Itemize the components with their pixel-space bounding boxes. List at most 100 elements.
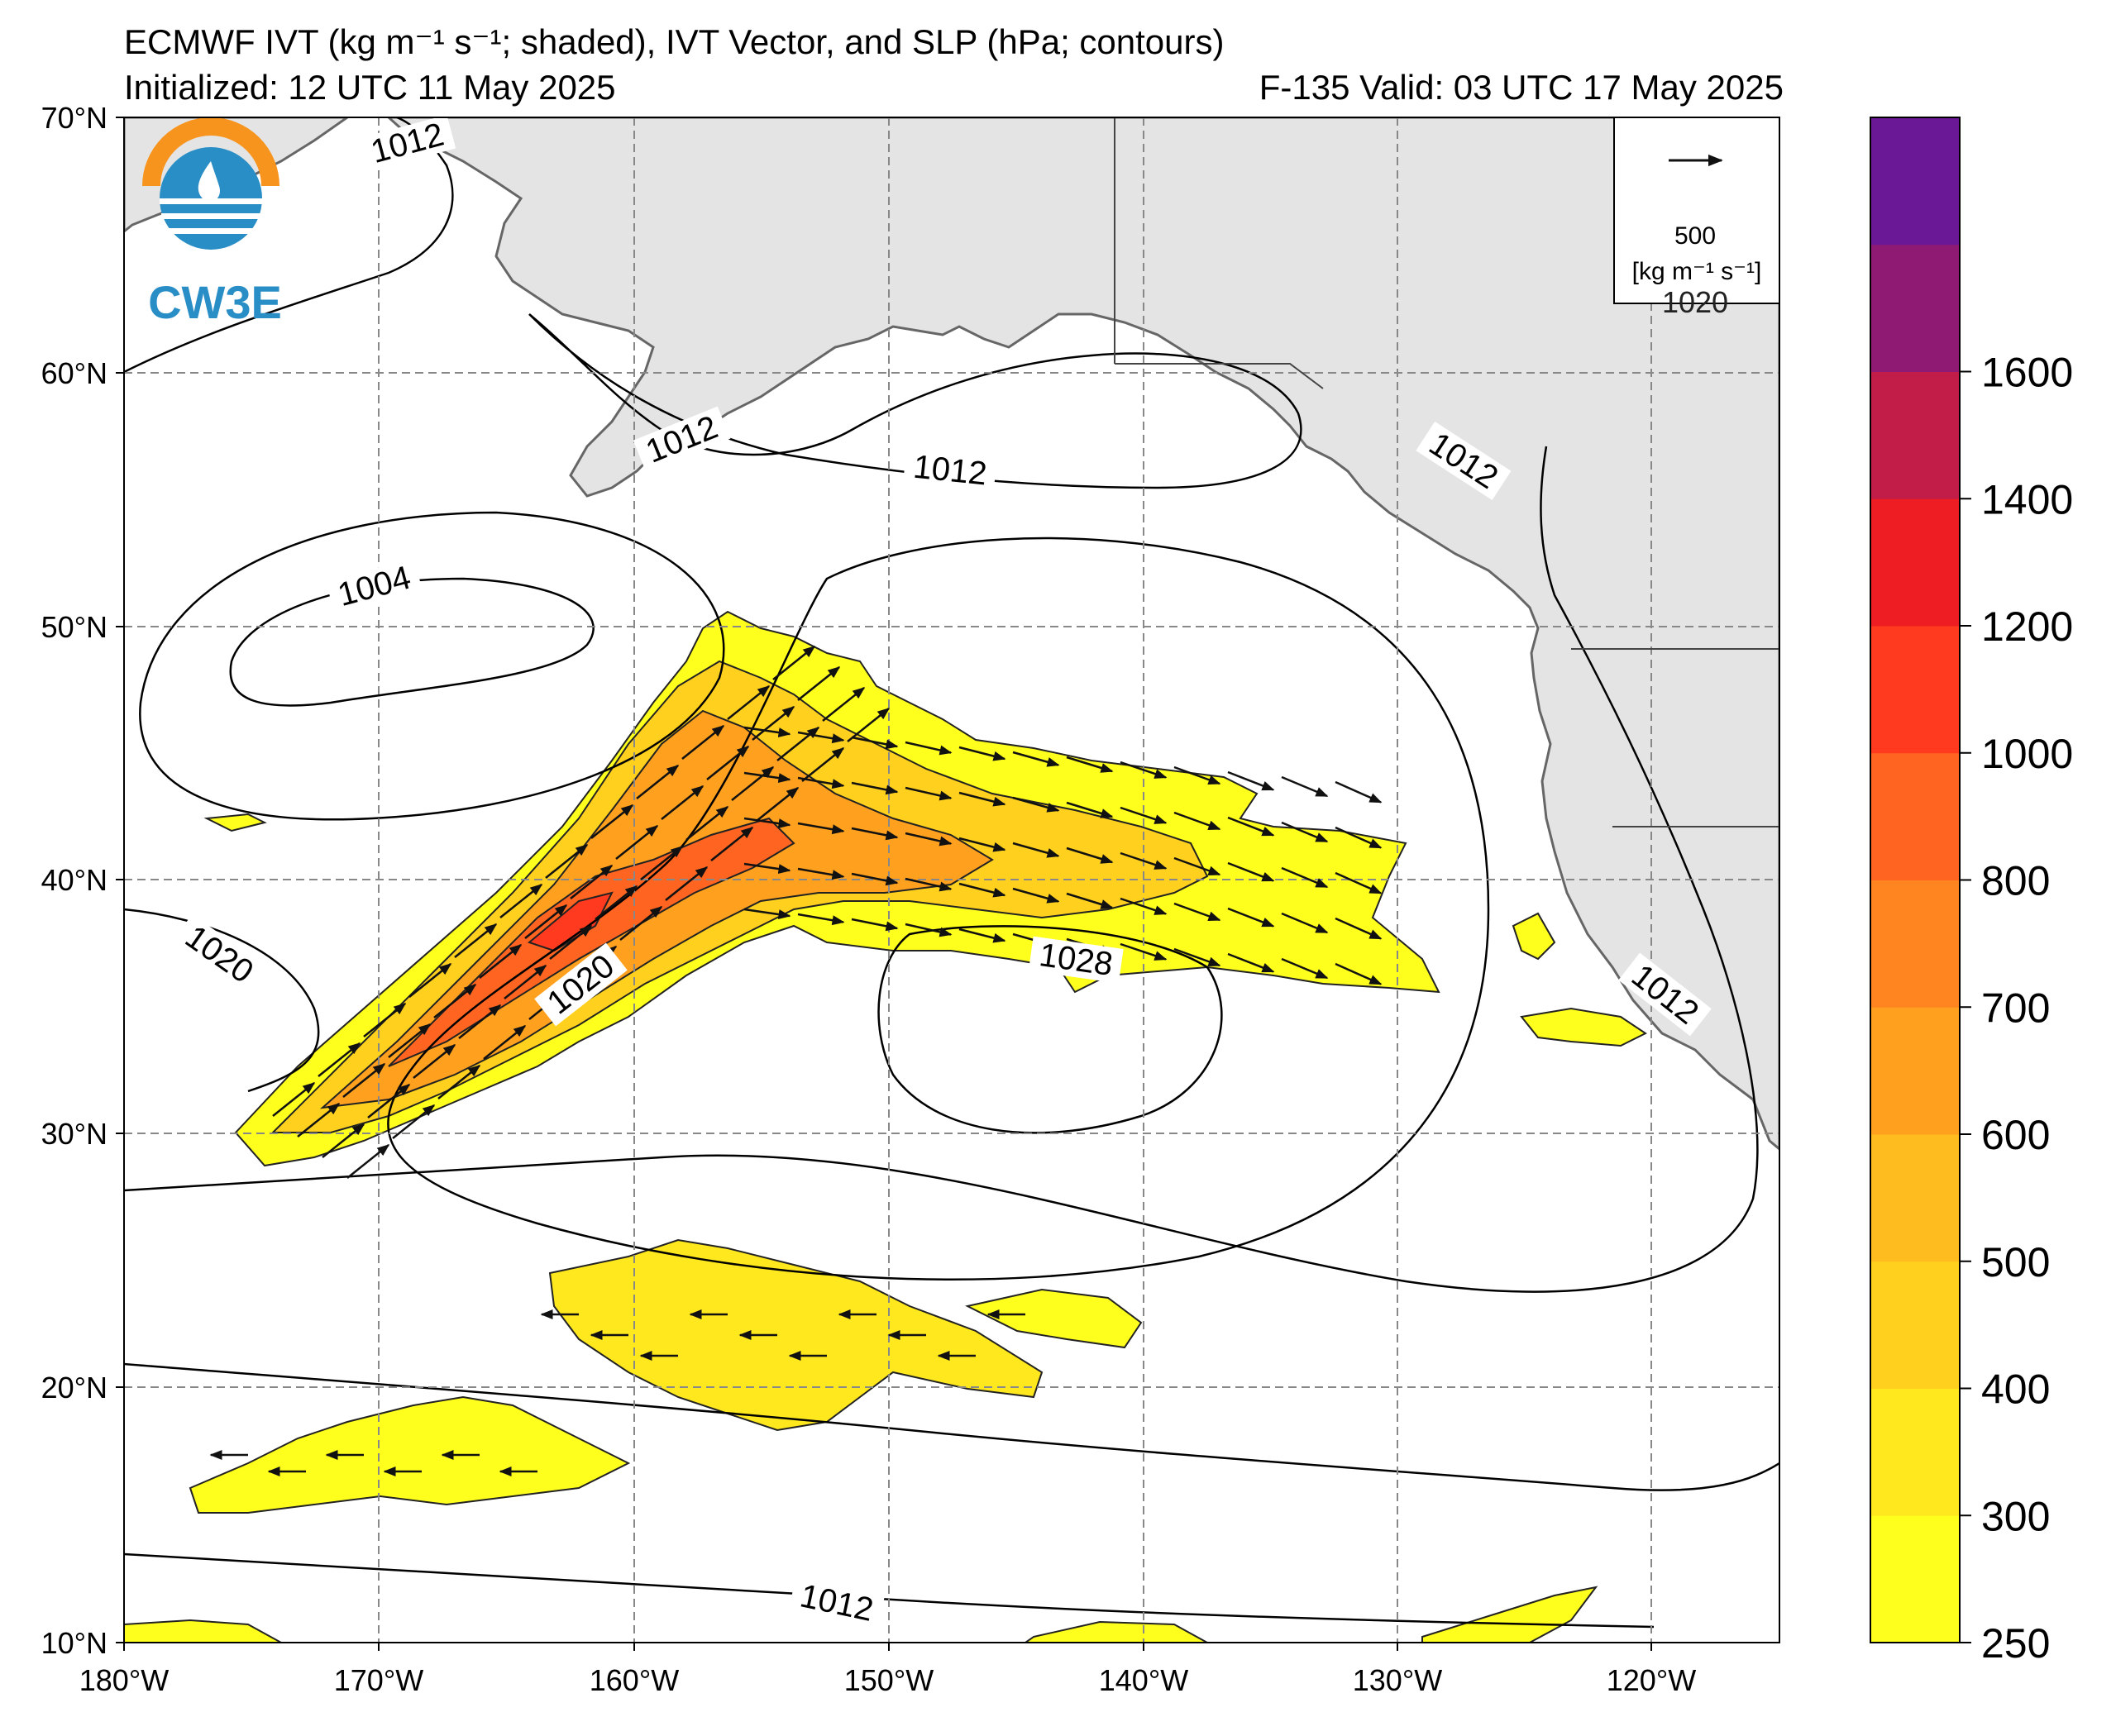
ivt-vector-arrow — [847, 708, 891, 742]
ivt-vector-arrow — [661, 785, 705, 820]
axis-ticks — [116, 117, 1652, 1651]
ivt-vector-arrow — [1173, 902, 1221, 922]
ivt-vector-arrow — [367, 1084, 411, 1118]
ivt-vector-arrow — [1066, 756, 1114, 773]
ivt-vector-arrow — [437, 1065, 481, 1099]
colorbar: 250 300 400 500 600 700 800 1000 1200 1400 1600 — [1870, 117, 2073, 1667]
ivt-vector-arrow — [756, 787, 800, 822]
ivt-vector-arrow — [797, 666, 841, 701]
ivt-vector-arrow — [615, 825, 659, 860]
ivt-vector-arrow — [1173, 765, 1221, 785]
ivt-vector-arrow — [545, 844, 589, 879]
ivt-vector-arrow — [640, 846, 684, 880]
ivt-vector-arrow — [665, 866, 709, 901]
ivt-vector-arrow — [524, 904, 568, 939]
ivt-socal — [1520, 1007, 1647, 1047]
ivt-vector-arrow — [706, 746, 750, 780]
lon-label: 160°W — [590, 1663, 679, 1697]
lat-label: 30°N — [41, 1117, 107, 1151]
ivt-vector-arrow — [1066, 847, 1114, 864]
slp-label: 1012 — [911, 449, 988, 493]
ivt-vector-arrow — [905, 877, 953, 892]
ivt-vector-arrow — [408, 963, 452, 998]
ivt-band-west — [189, 1395, 631, 1514]
ivt-vector-arrow — [454, 923, 498, 958]
graticule — [124, 117, 1779, 1643]
slp-1012-north — [528, 313, 1302, 489]
ivt-vector-arrow — [570, 865, 614, 899]
ivt-vector-arrow — [388, 1023, 432, 1058]
init-time: Initialized: 12 UTC 11 May 2025 — [124, 68, 616, 107]
ivt-vector-arrow — [1120, 897, 1168, 915]
vector-key-value: 500 — [1674, 222, 1716, 250]
colorbar-tick-label: 600 — [1981, 1112, 2050, 1158]
ivt-vector-arrow — [595, 885, 638, 920]
ivt-vector-arrow — [1281, 821, 1329, 843]
ivt-vectors — [209, 646, 1383, 1476]
ivt-vector-arrow — [1012, 796, 1060, 813]
ivt-vector-arrow — [1066, 892, 1114, 909]
ivt-vector-arrow — [1335, 962, 1383, 985]
ivt-vector-arrow — [1281, 912, 1329, 934]
colorbar-segment — [1870, 1134, 1960, 1262]
ivt-vector-arrow — [363, 1003, 407, 1037]
colorbar-tick-label: 1000 — [1981, 731, 2073, 777]
ivt-vector-arrow — [797, 913, 845, 926]
ivt-level-800 — [388, 817, 795, 1067]
ivt-vector-arrow — [710, 827, 754, 861]
ivt-vector-arrow — [727, 685, 771, 720]
ivt-vector-arrow — [322, 1123, 365, 1158]
lat-label: 50°N — [41, 610, 107, 644]
ivt-vector-arrow — [958, 791, 1006, 807]
latitude-labels: 70°N 60°N 50°N 40°N 30°N 20°N 10°N — [41, 101, 107, 1660]
colorbar-tick-label: 1200 — [1981, 603, 2073, 650]
colorbar-tick-label: 1600 — [1981, 350, 2073, 396]
ivt-band-south — [124, 1619, 282, 1643]
ivt-vector-arrow — [272, 1082, 316, 1117]
ivt-vector-arrow — [743, 908, 791, 919]
ivt-vector-arrow — [1120, 761, 1168, 779]
ivt-vector-arrow — [905, 832, 953, 847]
lon-label: 140°W — [1099, 1663, 1188, 1697]
ivt-band-east — [965, 1288, 1143, 1349]
ivt-blob-west — [203, 813, 267, 832]
colorbar-tick-label: 500 — [1981, 1239, 2050, 1285]
ivt-vector-arrow — [797, 731, 845, 744]
longitude-labels: 180°W 170°W 160°W 150°W 140°W 130°W 120°… — [79, 1663, 1696, 1697]
colorbar-segment — [1870, 880, 1960, 1008]
ivt-vector-arrow — [1227, 770, 1275, 791]
ivt-vector-arrow — [1227, 861, 1275, 882]
vector-key-units: [kg m⁻¹ s⁻¹] — [1632, 258, 1762, 285]
lon-label: 170°W — [334, 1663, 423, 1697]
ivt-vector-arrow — [797, 867, 845, 880]
slp-low-1004-outer — [139, 511, 725, 821]
ivt-vector-arrow — [1227, 816, 1275, 837]
colorbar-segment — [1870, 626, 1960, 754]
ivt-vector-arrow — [743, 817, 791, 828]
ivt-vector-arrow — [851, 918, 899, 932]
ivt-vector-arrow — [1335, 917, 1383, 940]
ivt-blob-small — [1512, 912, 1556, 961]
ivt-vector-arrow — [851, 781, 899, 795]
ivt-vector-arrow — [801, 747, 845, 782]
colorbar-segment — [1870, 752, 1960, 880]
ivt-vector-arrow — [433, 984, 477, 1018]
ivt-vector-arrow — [905, 786, 953, 801]
ivt-vector-arrow — [1335, 780, 1383, 804]
ivt-vector-arrow — [851, 827, 899, 841]
ivt-vector-arrow — [1335, 826, 1383, 849]
ivt-vector-arrow — [685, 806, 729, 841]
vector-key-partial-label: 1020 — [1662, 285, 1728, 319]
ivt-vector-arrow — [958, 928, 1006, 943]
ivt-vector-arrow — [681, 725, 725, 760]
colorbar-segment — [1870, 1388, 1960, 1516]
ivt-vector-arrow — [392, 1104, 436, 1139]
ivt-vector-arrow — [772, 646, 816, 680]
colorbar-segment — [1870, 371, 1960, 499]
ivt-vector-arrow — [636, 765, 680, 799]
ivt-vector-arrow — [1227, 952, 1275, 973]
ivt-vector-arrow — [958, 746, 1006, 761]
ivt-vector-arrow — [1120, 806, 1168, 824]
borders — [1114, 117, 1779, 827]
ivt-vector-arrow — [483, 1025, 527, 1060]
